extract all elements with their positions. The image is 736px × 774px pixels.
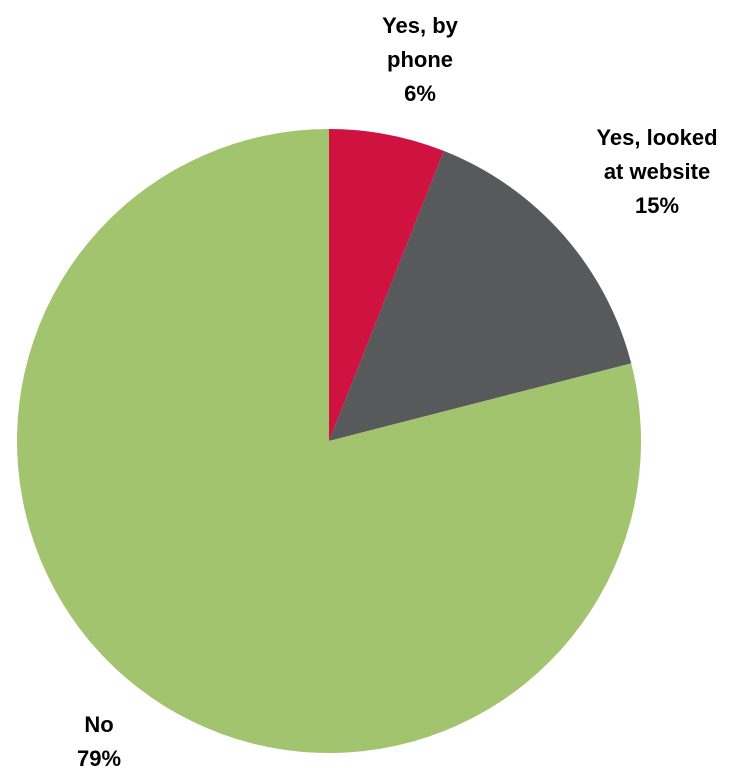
pie-slice-0	[329, 129, 444, 441]
pie-slice-label-2: No 79%	[77, 712, 121, 771]
slice-value-label: 79%	[77, 746, 121, 771]
slice-category-label: Yes, by	[382, 13, 459, 38]
slice-value-label: 6%	[404, 81, 436, 106]
slice-category-label: at website	[604, 159, 710, 184]
slice-category-label: phone	[387, 47, 453, 72]
slice-category-label: Yes, looked	[596, 125, 717, 150]
pie-slice-1	[329, 150, 632, 441]
pie-slices	[17, 129, 642, 754]
pie-slice-2	[17, 129, 642, 754]
slice-value-label: 15%	[635, 193, 679, 218]
slice-category-label: No	[84, 712, 113, 737]
pie-labels: Yes, by phone 6% Yes, looked at website 15% No…	[77, 13, 718, 771]
pie-slice-label-1: Yes, looked at website 15%	[596, 125, 717, 218]
pie-slice-label-0: Yes, by phone 6%	[382, 13, 459, 106]
